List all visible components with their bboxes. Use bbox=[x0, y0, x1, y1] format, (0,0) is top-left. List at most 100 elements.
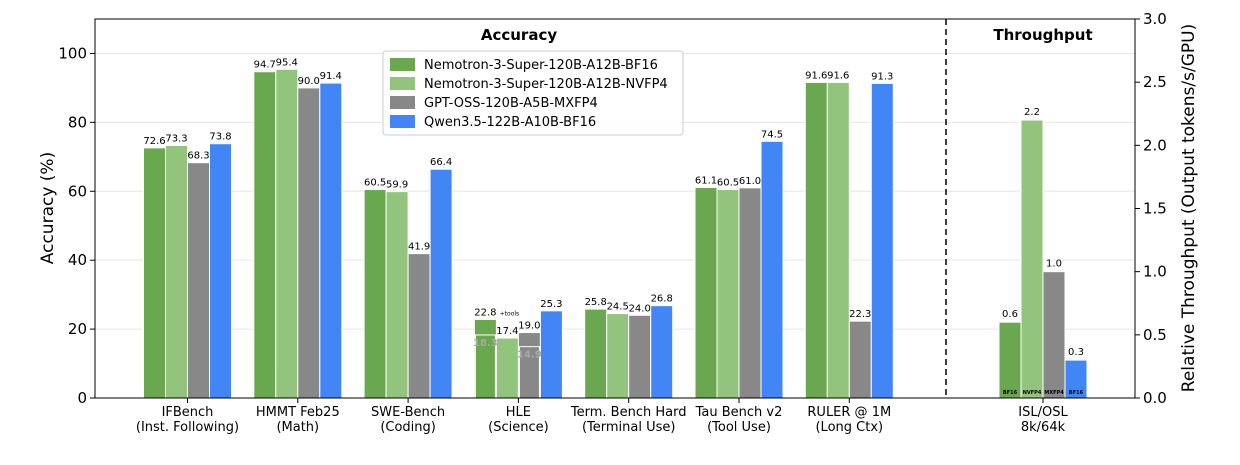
bar-value-label: 95.4 bbox=[276, 57, 298, 68]
y2-tick-label: 1.0 bbox=[1143, 263, 1167, 281]
section-title-throughput: Throughput bbox=[993, 26, 1092, 44]
category-label: Term. Bench Hard bbox=[570, 405, 687, 420]
bar-note-label: +tools bbox=[500, 310, 520, 317]
legend-swatch bbox=[390, 96, 415, 109]
legend: Nemotron-3-Super-120B-A12B-BF16 Nemotron-… bbox=[382, 50, 684, 136]
y-axis-right: 0.0 0.5 1.0 1.5 2.0 2.5 3.0 bbox=[1135, 10, 1167, 407]
bar-value-label: 61.0 bbox=[739, 176, 761, 187]
throughput-value-label: 0.3 bbox=[1068, 347, 1084, 358]
bar-value-label: 90.0 bbox=[298, 76, 320, 87]
bar bbox=[716, 189, 740, 399]
throughput-bar bbox=[1042, 271, 1066, 399]
category-sublabel: (Science) bbox=[488, 420, 549, 435]
bar-value-label: 25.3 bbox=[540, 299, 562, 310]
bar bbox=[870, 82, 894, 399]
y2-tick-label: 0.5 bbox=[1143, 326, 1167, 344]
bar-value-label: 91.3 bbox=[871, 71, 893, 82]
throughput-value-label: 1.0 bbox=[1046, 259, 1062, 270]
bar bbox=[363, 189, 387, 399]
y2-tick-label: 1.5 bbox=[1143, 200, 1167, 218]
category-sublabel: (Inst. Following) bbox=[136, 420, 239, 435]
category-sublabel: (Coding) bbox=[380, 420, 436, 435]
legend-label: GPT-OSS-120B-A5B-MXFP4 bbox=[424, 96, 598, 111]
y-tick-label: 60 bbox=[68, 182, 87, 200]
bar-value-label: 19.0 bbox=[518, 321, 540, 332]
category-label: RULER @ 1M bbox=[807, 405, 891, 420]
throughput-bar-tag: BF16 bbox=[1069, 390, 1084, 396]
bar bbox=[187, 162, 210, 399]
bar-value-label: 60.5 bbox=[717, 178, 739, 189]
y-tick-label: 0 bbox=[77, 389, 87, 407]
y-tick-label: 80 bbox=[68, 113, 87, 131]
y2-tick-label: 2.5 bbox=[1143, 73, 1167, 91]
throughput-bar bbox=[1020, 119, 1044, 399]
bar bbox=[694, 186, 718, 399]
bar bbox=[143, 147, 166, 399]
bar-value-label: 41.9 bbox=[408, 242, 430, 253]
bar bbox=[650, 305, 674, 399]
throughput-bar bbox=[998, 321, 1022, 399]
bar-value-label: 59.9 bbox=[386, 180, 408, 191]
category-sublabel: (Terminal Use) bbox=[582, 420, 676, 435]
bar bbox=[760, 140, 784, 399]
bar bbox=[429, 168, 453, 399]
section-title-accuracy: Accuracy bbox=[481, 26, 557, 44]
bar-value-label: 60.5 bbox=[364, 178, 386, 189]
bar-value-label: 73.8 bbox=[209, 132, 231, 143]
bar bbox=[738, 187, 762, 399]
bar-value-label: 91.6 bbox=[805, 70, 827, 81]
x-axis: IFBench(Inst. Following) HMMT Feb25(Math)… bbox=[136, 398, 1068, 435]
throughput-bar-tag: MXFP4 bbox=[1044, 390, 1064, 396]
bar bbox=[539, 310, 563, 399]
bar bbox=[253, 71, 277, 399]
bar bbox=[848, 320, 872, 399]
legend-swatch bbox=[390, 58, 415, 71]
bar bbox=[319, 82, 343, 399]
legend-label: Nemotron-3-Super-120B-A12B-BF16 bbox=[424, 58, 658, 73]
y-axis-left: 0 20 40 60 80 100 bbox=[58, 44, 95, 407]
bar-value-label: 66.4 bbox=[430, 157, 452, 168]
category-sublabel: (Tool Use) bbox=[707, 420, 771, 435]
throughput-bar-tag: BF16 bbox=[1003, 390, 1018, 396]
y-tick-label: 100 bbox=[58, 44, 87, 62]
bar-value-label: 73.3 bbox=[165, 133, 187, 144]
category-sublabel: 8k/64k bbox=[1021, 420, 1066, 435]
bar-value-label: 17.4 bbox=[496, 326, 518, 337]
y-axis-title: Accuracy (%) bbox=[38, 152, 58, 264]
throughput-value-label: 0.6 bbox=[1002, 309, 1018, 320]
bar bbox=[628, 314, 652, 399]
bar bbox=[606, 313, 630, 399]
bar bbox=[495, 337, 519, 399]
bar bbox=[385, 191, 409, 399]
y2-axis-title: Relative Throughput (Output tokens/s/GPU… bbox=[1179, 24, 1199, 392]
bar bbox=[584, 308, 608, 399]
throughput-value-label: 2.2 bbox=[1024, 107, 1040, 118]
bar-value-label: 22.8 bbox=[474, 307, 496, 318]
bar bbox=[275, 68, 299, 399]
bar bbox=[165, 144, 188, 399]
bar-value-label: 26.8 bbox=[651, 294, 673, 305]
legend-swatch bbox=[390, 115, 415, 128]
bar-value-label: 24.5 bbox=[607, 302, 629, 313]
bar bbox=[804, 81, 828, 399]
category-sublabel: (Long Ctx) bbox=[815, 420, 883, 435]
legend-frame bbox=[382, 50, 684, 136]
bar-value-label: 61.1 bbox=[695, 175, 717, 186]
y2-tick-label: 3.0 bbox=[1143, 10, 1167, 28]
y2-tick-label: 2.0 bbox=[1143, 136, 1167, 154]
bar-value-label: 91.6 bbox=[827, 70, 849, 81]
legend-label: Qwen3.5-122B-A10B-BF16 bbox=[424, 115, 596, 130]
category-label: Tau Bench v2 bbox=[695, 405, 783, 420]
y2-tick-label: 0.0 bbox=[1143, 389, 1167, 407]
bar-value-label: 74.5 bbox=[761, 129, 783, 140]
throughput-bar-tag: NVFP4 bbox=[1023, 390, 1042, 396]
bar-value-label: 68.3 bbox=[187, 151, 209, 162]
bar-inner-label: 18.3 bbox=[473, 338, 498, 349]
bar-value-label: 25.8 bbox=[585, 297, 607, 308]
category-label: IFBench bbox=[162, 405, 214, 420]
bar-value-label: 24.0 bbox=[629, 303, 651, 314]
y-tick-label: 40 bbox=[68, 251, 87, 269]
bar-value-label: 22.3 bbox=[849, 309, 871, 320]
value-labels-group: 72.6 73.368.373.894.7 95.490.0 91.460.5 59.9… bbox=[143, 57, 1084, 396]
bar-value-label: 72.6 bbox=[143, 136, 165, 147]
